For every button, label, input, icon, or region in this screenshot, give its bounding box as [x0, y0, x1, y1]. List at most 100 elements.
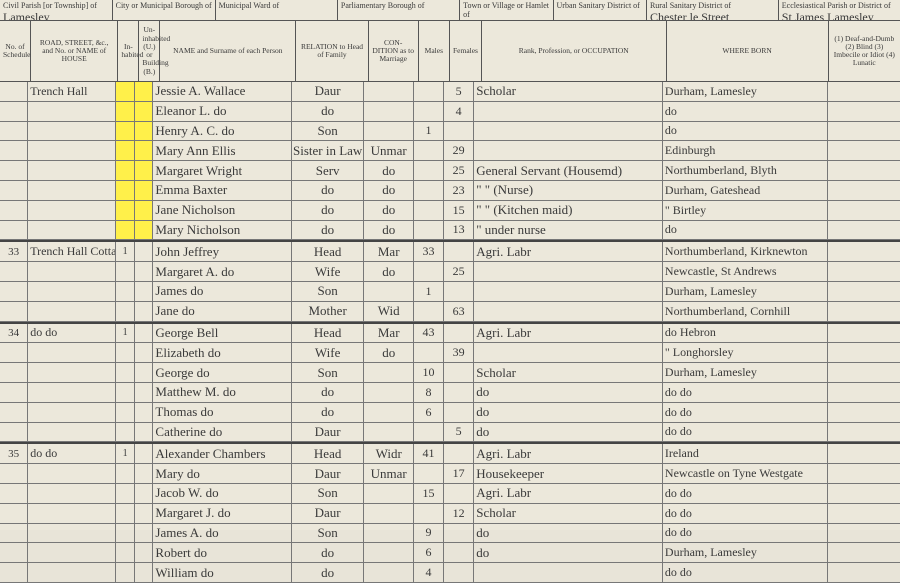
cell-where-born: do: [663, 221, 828, 240]
table-row: Jane doMotherWid63Northumberland, Cornhi…: [0, 302, 900, 322]
cell-disability: [828, 122, 900, 141]
cell-name: Eleanor L. do: [153, 102, 291, 121]
cell-age-male: [414, 262, 444, 281]
cell-road: [28, 403, 116, 422]
eccles-block: Ecclesiastical Parish or District of St …: [779, 0, 900, 20]
cell-road: do do: [28, 444, 116, 463]
cell-house-inhabited: [116, 484, 135, 503]
cell-relation: Mother: [292, 302, 365, 321]
cell-where-born: do do: [663, 504, 828, 523]
cell-relation: Son: [292, 484, 365, 503]
cell-condition: [364, 122, 413, 141]
cell-sched: [0, 504, 28, 523]
cell-age-female: 25: [444, 262, 474, 281]
cell-relation: Sister in Law: [292, 141, 365, 160]
cell-disability: [828, 343, 900, 362]
cell-house-inhabited: [116, 504, 135, 523]
cell-relation: Daur: [292, 504, 365, 523]
cell-disability: [828, 201, 900, 220]
cell-condition: [364, 363, 413, 382]
cell-house-inhabited: 1: [116, 444, 135, 463]
cell-condition: [364, 102, 413, 121]
cell-sched: [0, 423, 28, 442]
cell-name: James do: [153, 282, 291, 301]
cell-relation: Son: [292, 122, 365, 141]
cell-age-male: 41: [414, 444, 444, 463]
cell-name: Margaret Wright: [153, 161, 291, 180]
cell-occupation: do: [474, 403, 663, 422]
cell-name: Matthew M. do: [153, 383, 291, 402]
cell-condition: [364, 403, 413, 422]
cell-name: Mary do: [153, 464, 291, 483]
table-row: Eleanor L. dodo4do: [0, 102, 900, 122]
cell-relation: Daur: [292, 464, 365, 483]
cell-age-male: [414, 161, 444, 180]
cell-occupation: [474, 122, 663, 141]
cell-house-inhabited: [116, 262, 135, 281]
cell-occupation: [474, 302, 663, 321]
cell-age-male: [414, 181, 444, 200]
cell-disability: [828, 161, 900, 180]
table-row: James A. doSon9dodo do: [0, 524, 900, 544]
cell-relation: do: [292, 181, 365, 200]
cell-sched: [0, 543, 28, 562]
cell-name: James A. do: [153, 524, 291, 543]
cell-occupation: General Servant (Housemd): [474, 161, 663, 180]
cell-disability: [828, 504, 900, 523]
cell-sched: [0, 563, 28, 582]
cell-age-female: 39: [444, 343, 474, 362]
cell-occupation: do: [474, 423, 663, 442]
parish-value: Lamesley: [3, 10, 50, 20]
cell-age-male: [414, 343, 444, 362]
table-row: George doSon10ScholarDurham, Lamesley: [0, 363, 900, 383]
cell-condition: do: [364, 201, 413, 220]
hdr-rel: RELATION to Head of Family: [296, 21, 368, 81]
cell-where-born: do: [663, 122, 828, 141]
cell-disability: [828, 221, 900, 240]
cell-condition: Unmar: [364, 141, 413, 160]
cell-house-uninhabited: [135, 221, 154, 240]
cell-disability: [828, 464, 900, 483]
table-row: 33Trench Hall Cottages1John JeffreyHeadM…: [0, 240, 900, 262]
hdr-occ: Rank, Profession, or OCCUPATION: [482, 21, 667, 81]
cell-disability: [828, 484, 900, 503]
cell-where-born: Newcastle on Tyne Westgate: [663, 464, 828, 483]
cell-house-inhabited: [116, 201, 135, 220]
town-label: Town or Village or Hamlet of: [460, 0, 553, 20]
cell-occupation: [474, 141, 663, 160]
cell-age-female: [444, 324, 474, 343]
cell-age-female: 29: [444, 141, 474, 160]
cell-where-born: do do: [663, 484, 828, 503]
rural-label: Rural Sanitary District of: [650, 1, 731, 10]
cell-where-born: do: [663, 102, 828, 121]
cell-occupation: [474, 282, 663, 301]
cell-sched: 34: [0, 324, 28, 343]
cell-relation: do: [292, 543, 365, 562]
table-row: Jane Nicholsondodo15" " (Kitchen maid)" …: [0, 201, 900, 221]
cell-house-inhabited: [116, 423, 135, 442]
cell-disability: [828, 302, 900, 321]
cell-occupation: do: [474, 383, 663, 402]
cell-where-born: Durham, Lamesley: [663, 282, 828, 301]
data-rows: Trench HallJessie A. WallaceDaur5Scholar…: [0, 82, 900, 583]
cell-road: [28, 262, 116, 281]
cell-age-female: [444, 363, 474, 382]
cell-occupation: [474, 563, 663, 582]
cell-house-inhabited: [116, 524, 135, 543]
cell-sched: [0, 161, 28, 180]
cell-road: [28, 102, 116, 121]
cell-age-male: 6: [414, 543, 444, 562]
cell-house-uninhabited: [135, 343, 154, 362]
cell-age-female: 5: [444, 423, 474, 442]
cell-name: Margaret J. do: [153, 504, 291, 523]
cell-road: [28, 201, 116, 220]
table-row: Thomas dodo6dodo do: [0, 403, 900, 423]
table-row: Margaret A. doWifedo25Newcastle, St Andr…: [0, 262, 900, 282]
table-row: 35do do1Alexander ChambersHeadWidr41Agri…: [0, 442, 900, 464]
cell-sched: [0, 363, 28, 382]
table-row: Catherine doDaur5dodo do: [0, 423, 900, 443]
cell-house-inhabited: [116, 282, 135, 301]
table-row: Mary Ann EllisSister in LawUnmar29Edinbu…: [0, 141, 900, 161]
cell-road: [28, 423, 116, 442]
cell-road: [28, 543, 116, 562]
